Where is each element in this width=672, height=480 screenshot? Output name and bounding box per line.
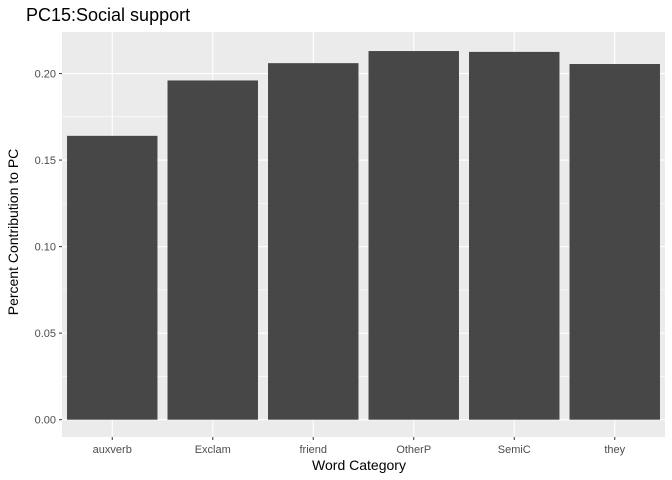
bar-semic (469, 51, 560, 420)
chart-title: PC15:Social support (26, 5, 190, 25)
bar-friend (268, 63, 359, 420)
bar-otherp (368, 51, 459, 420)
y-tick-label: 0.15 (35, 155, 56, 167)
y-tick-label: 0.20 (35, 69, 56, 81)
x-tick-label: friend (299, 444, 327, 456)
x-tick-label: SemiC (498, 444, 531, 456)
plot-panel (62, 32, 665, 437)
bar-auxverb (67, 135, 158, 420)
x-tick-label: Exclam (195, 444, 231, 456)
x-axis-title: Word Category (312, 457, 406, 473)
y-axis-title: Percent Contribution to PC (5, 149, 21, 316)
bars (67, 51, 660, 420)
x-axis: auxverb Exclam friend OtherP SemiC they (93, 437, 626, 456)
grid-minor (62, 116, 665, 377)
x-tick-label: OtherP (396, 444, 431, 456)
x-tick-label: auxverb (93, 444, 132, 456)
bar-exclam (167, 80, 258, 420)
bar-they (569, 64, 660, 420)
x-tick-label: they (604, 444, 625, 456)
y-axis: 0.00 0.05 0.10 0.15 0.20 (35, 69, 62, 427)
y-tick-label: 0.10 (35, 242, 56, 254)
y-tick-label: 0.00 (35, 415, 56, 427)
y-tick-label: 0.05 (35, 328, 56, 340)
